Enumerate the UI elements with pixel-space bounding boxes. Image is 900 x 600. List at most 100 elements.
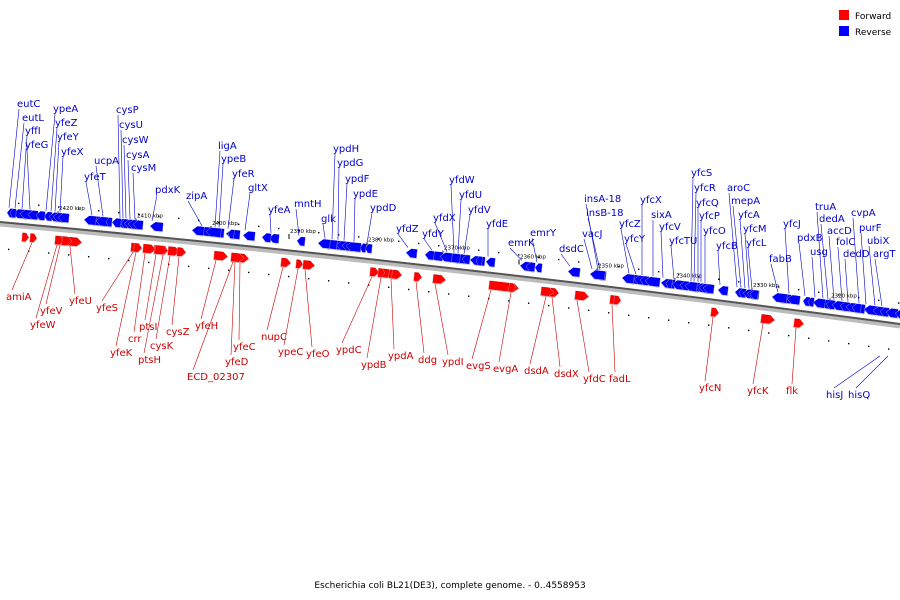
leader-line — [463, 214, 471, 254]
gene-label-yfec: yfeC — [233, 342, 256, 353]
gene-label-ypde: ypdE — [353, 189, 378, 200]
gene-label-cvpa: cvpA — [851, 208, 876, 219]
leader-line — [295, 208, 300, 236]
legend-forward-swatch — [839, 10, 849, 20]
gene-arrow-unlabeled — [665, 278, 673, 290]
leader-line — [625, 243, 637, 275]
gene-label-yfdz: yfdZ — [396, 224, 419, 235]
scale-tick-label: 2390 kbp — [290, 229, 316, 235]
leader-line — [744, 233, 750, 289]
gene-arrow-yfek — [133, 242, 143, 254]
gene-arrow-unlabeled — [807, 297, 815, 308]
gene-arrow-unlabeled — [475, 256, 483, 267]
gene-arrow-unlabeled — [205, 227, 222, 239]
leader-line — [238, 262, 241, 341]
leader-line — [54, 141, 60, 212]
gene-label-amia: amiA — [6, 292, 32, 303]
leader-line — [123, 144, 127, 219]
gene-arrow-unlabeled — [621, 273, 635, 285]
gene-label-yfck: yfcK — [747, 386, 769, 397]
gene-label-yfer: yfeR — [232, 169, 255, 180]
gene-label-yfcj: yfcJ — [783, 219, 801, 230]
gene-label-yfev: yfeV — [40, 306, 63, 317]
leader-line — [693, 192, 697, 282]
gene-arrow-folc — [839, 301, 851, 313]
gene-arrow-unlabeled — [377, 267, 386, 279]
gene-label-insa-18: insA-18 — [584, 194, 621, 205]
label-leader-lines — [8, 108, 889, 389]
leader-line — [390, 278, 395, 350]
gene-arrow-argt — [879, 307, 890, 318]
gene-label-cysz: cysZ — [166, 327, 190, 338]
leader-line — [576, 300, 590, 373]
gene-label-cysp: cysP — [116, 105, 139, 116]
gene-arrow-yfcn — [710, 307, 720, 318]
leader-line — [45, 113, 56, 211]
leader-line — [230, 262, 236, 356]
gene-label-trua: truA — [815, 202, 836, 213]
gene-label-yfeh: yfeH — [195, 321, 218, 332]
gene-label-ypea: ypeA — [53, 104, 78, 115]
leader-line — [728, 192, 738, 288]
leader-line — [214, 150, 221, 228]
gene-label-crr: crr — [128, 334, 142, 345]
gene-label-cysu: cysU — [119, 120, 143, 131]
leader-line — [115, 252, 137, 347]
gene-label-yfcx: yfcX — [640, 195, 662, 206]
gene-label-yfez: yfeZ — [55, 118, 78, 129]
leader-line — [868, 245, 876, 306]
gene-label-yfex: yfeX — [61, 147, 84, 158]
leader-line — [143, 254, 164, 354]
gene-label-yfde: yfdE — [486, 219, 508, 230]
leader-line — [366, 212, 373, 244]
scale-tick-label: 2410 kbp — [137, 214, 163, 220]
gene-label-dedd: dedD — [843, 249, 870, 260]
gene-label-yfek: yfeK — [110, 348, 133, 359]
gene-arrow-usg — [812, 298, 826, 309]
leader-line — [151, 194, 158, 222]
scale-tick-label: 2420 kbp — [59, 206, 85, 212]
gene-label-ypeb: ypeB — [221, 154, 246, 165]
gene-label-yfcz: yfcZ — [619, 219, 641, 230]
gene-arrow-ypea — [43, 211, 53, 222]
gene-arrow-yfcl — [749, 289, 759, 301]
leader-line — [791, 327, 797, 385]
gene-label-yfew: yfeW — [30, 320, 56, 331]
gene-label-yfdv: yfdV — [468, 205, 491, 216]
leader-line — [127, 159, 131, 219]
leader-line — [45, 245, 61, 305]
gene-label-yfdx: yfdX — [433, 213, 456, 224]
scale-tick-label: 2330 kbp — [753, 283, 779, 289]
gene-arrow-unlabeled — [684, 281, 698, 293]
gene-label-yfed: yfeD — [225, 357, 249, 368]
gene-arrow-vacj — [589, 269, 606, 281]
gene-arrow-unlabeled — [359, 243, 367, 254]
gene-arrow-unlabeled — [851, 303, 862, 314]
leader-line — [244, 192, 251, 231]
leader-line — [353, 198, 356, 242]
leader-line — [133, 253, 146, 333]
gene-arrow-unlabeled — [613, 295, 622, 306]
gene-label-hisj: hisJ — [826, 390, 843, 401]
leader-line — [611, 304, 616, 373]
leader-line — [322, 223, 326, 239]
gene-label-cysw: cysW — [122, 135, 149, 146]
gene-label-ypda: ypdA — [388, 351, 414, 362]
gene-label-ptsh: ptsH — [138, 355, 161, 366]
gene-arrow-crr — [142, 243, 157, 255]
leader-line — [457, 199, 462, 254]
gene-label-yfcm: yfcM — [743, 224, 767, 235]
leader-line — [155, 255, 171, 340]
leader-line — [35, 244, 58, 319]
gene-label-yfcv: yfcV — [659, 222, 681, 233]
gene-label-dsda: dsdA — [524, 366, 549, 377]
gene-arrow-yfex — [57, 213, 70, 224]
gene-label-hisq: hisQ — [848, 390, 870, 401]
gene-arrow-yfdc — [574, 290, 590, 302]
gene-label-yfcl: yfcL — [746, 238, 767, 249]
leader-line — [811, 256, 816, 298]
gene-label-cysa: cysA — [126, 150, 150, 161]
gene-label-sixa: sixA — [651, 210, 672, 221]
gene-label-pdxb: pdxB — [797, 233, 823, 244]
gene-label-purf: purF — [859, 223, 882, 234]
